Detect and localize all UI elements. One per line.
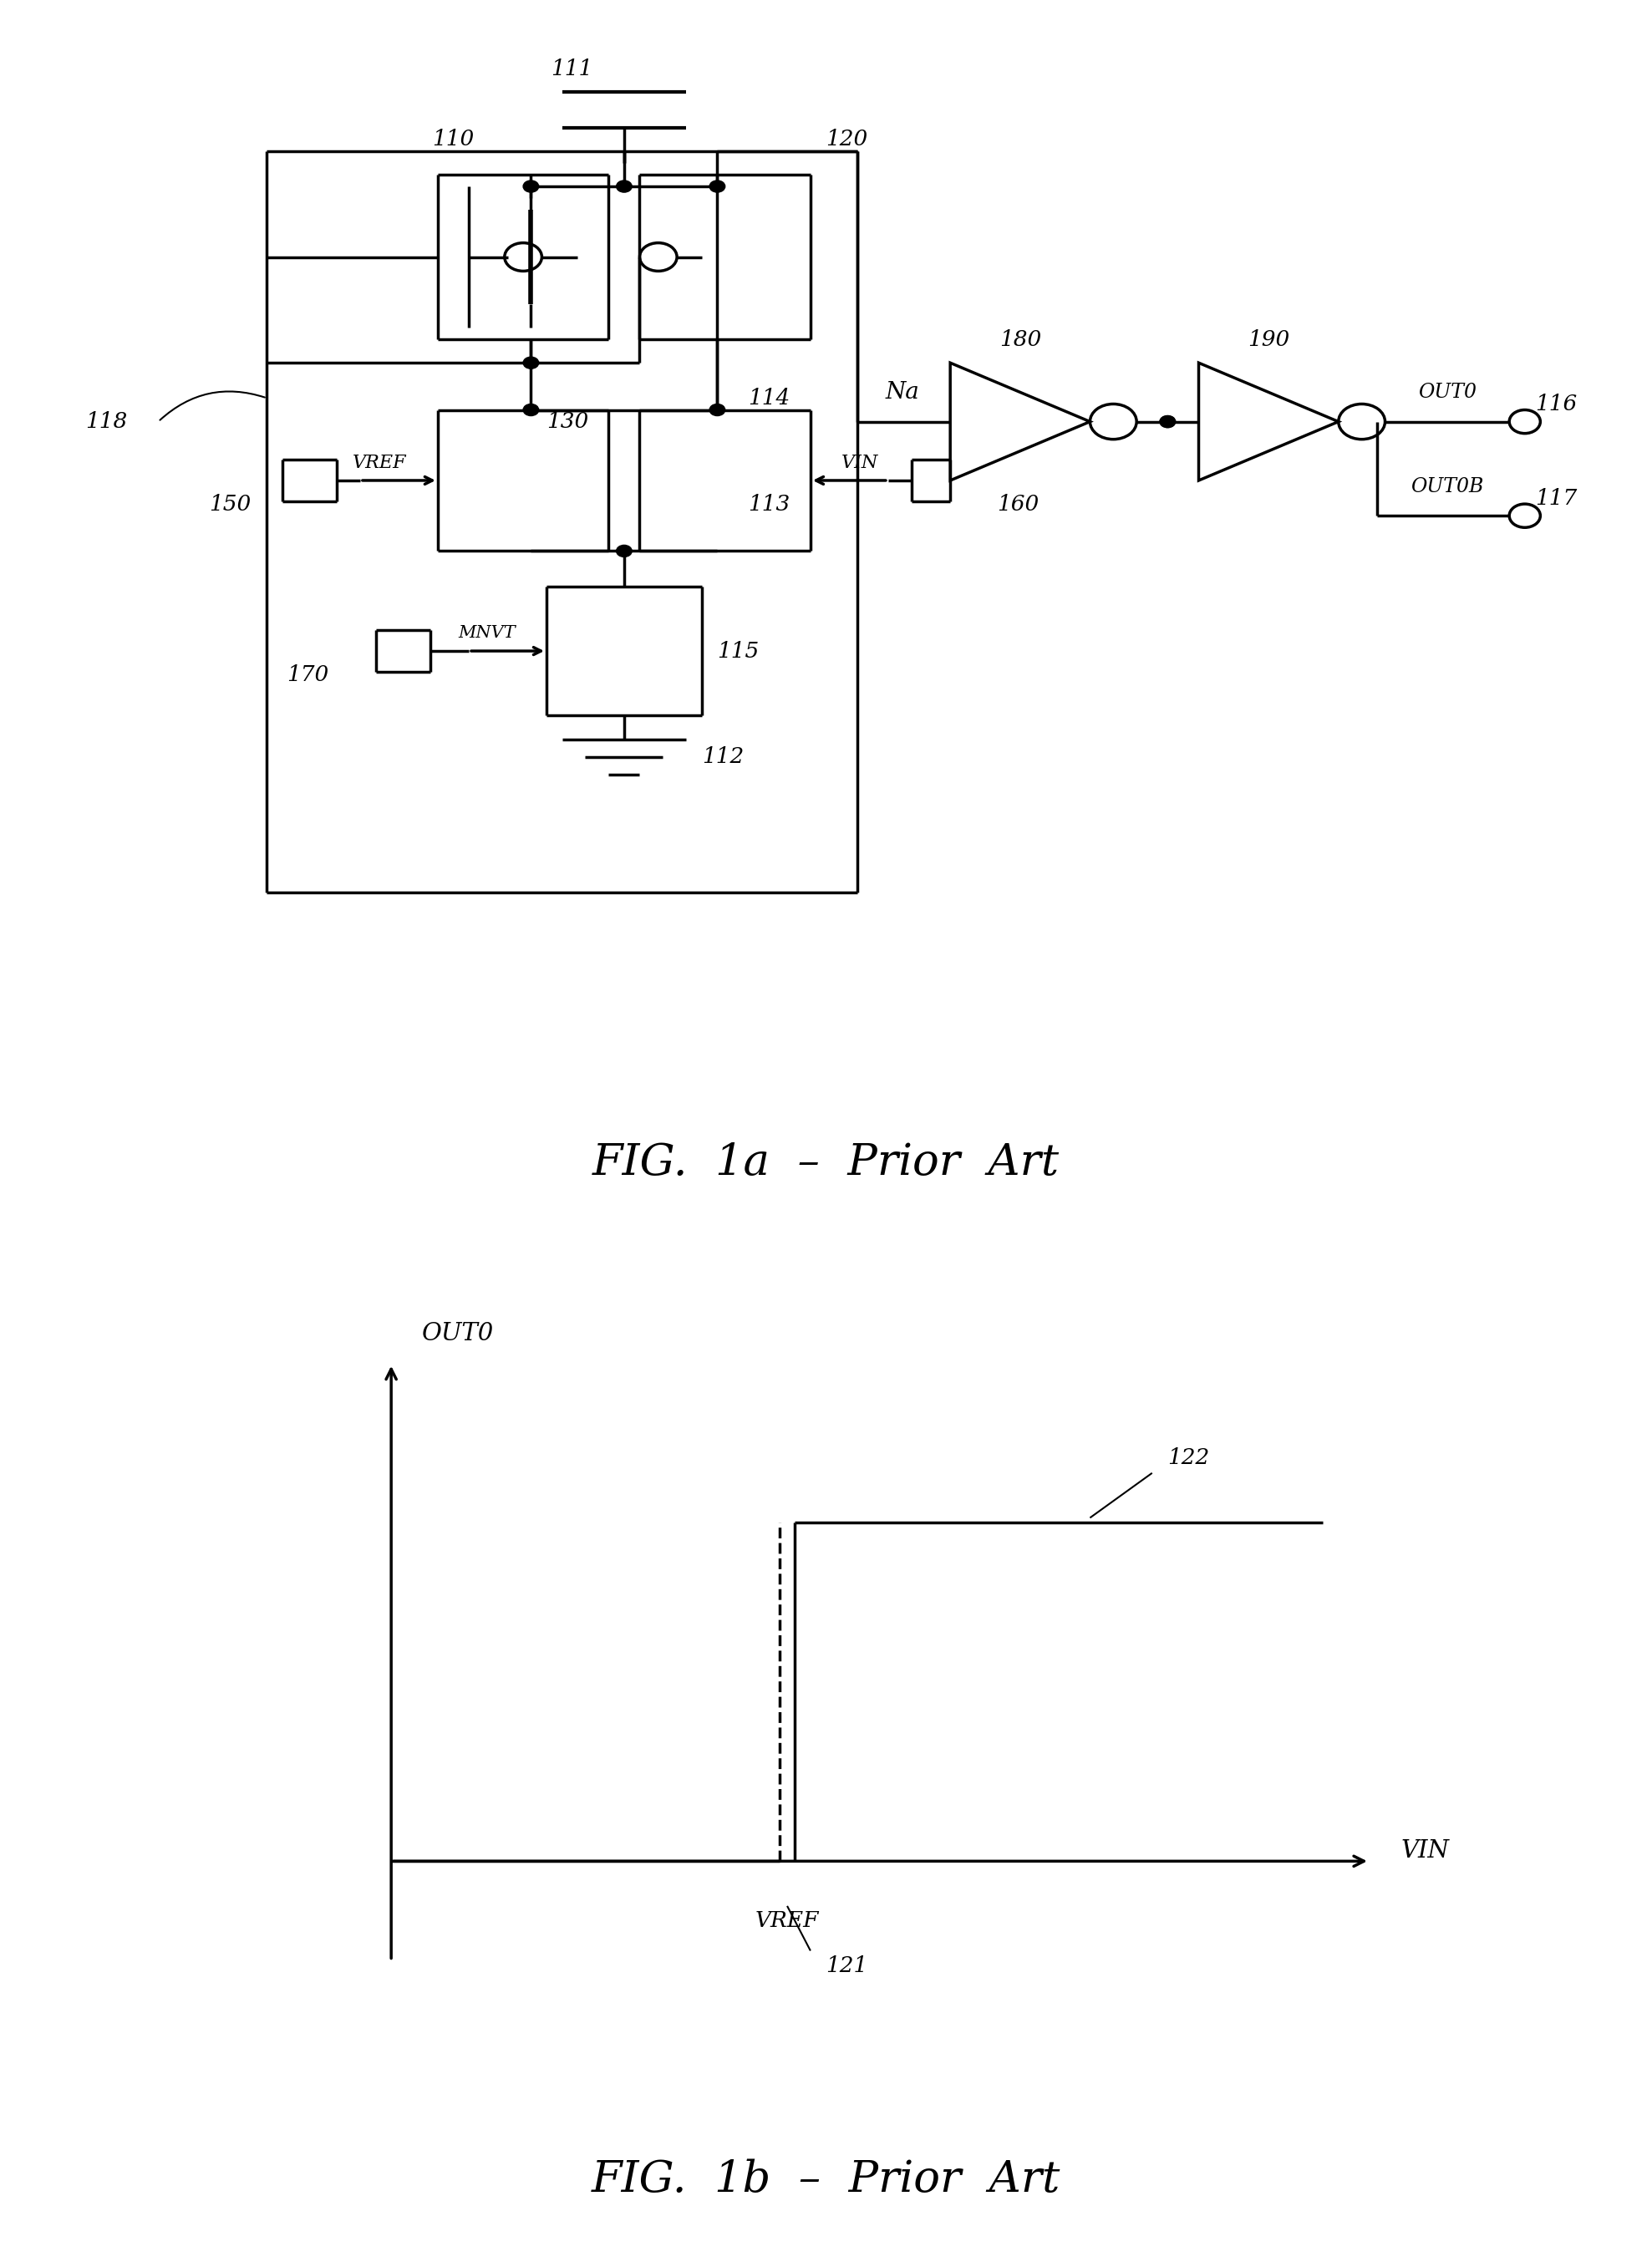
- Text: 112: 112: [702, 746, 743, 767]
- Circle shape: [524, 181, 539, 192]
- Circle shape: [524, 405, 539, 416]
- Text: 122: 122: [1168, 1448, 1209, 1468]
- Text: FIG.  1b  –  Prior  Art: FIG. 1b – Prior Art: [591, 2158, 1061, 2201]
- Text: FIG.  1a  –  Prior  Art: FIG. 1a – Prior Art: [593, 1142, 1059, 1183]
- Circle shape: [1160, 416, 1176, 428]
- Circle shape: [709, 405, 725, 416]
- Text: 130: 130: [547, 412, 588, 432]
- Text: OUT0: OUT0: [1417, 382, 1477, 403]
- Text: 170: 170: [287, 665, 329, 685]
- Text: 111: 111: [552, 59, 593, 79]
- Text: MNVT: MNVT: [458, 624, 515, 642]
- Text: 117: 117: [1535, 489, 1578, 509]
- Text: 110: 110: [433, 129, 474, 149]
- Circle shape: [616, 545, 631, 556]
- Text: 150: 150: [210, 493, 251, 513]
- Circle shape: [709, 181, 725, 192]
- Text: VREF: VREF: [354, 455, 406, 473]
- Text: 160: 160: [996, 493, 1039, 513]
- Text: 115: 115: [717, 640, 760, 661]
- Circle shape: [616, 181, 631, 192]
- Text: Na: Na: [885, 380, 919, 403]
- Text: 121: 121: [826, 1954, 867, 1977]
- Text: 190: 190: [1247, 328, 1290, 351]
- Text: VIN: VIN: [1401, 1839, 1449, 1864]
- Circle shape: [1160, 416, 1176, 428]
- Text: 118: 118: [86, 412, 127, 432]
- Text: OUT0B: OUT0B: [1411, 477, 1483, 495]
- Text: 113: 113: [748, 493, 790, 513]
- Text: VREF: VREF: [755, 1911, 819, 1932]
- Text: 114: 114: [748, 387, 790, 409]
- Circle shape: [524, 357, 539, 369]
- Text: OUT0: OUT0: [423, 1321, 494, 1346]
- Text: 180: 180: [999, 328, 1041, 351]
- Text: VIN: VIN: [841, 455, 879, 473]
- Text: 116: 116: [1535, 394, 1578, 414]
- Text: 120: 120: [826, 129, 867, 149]
